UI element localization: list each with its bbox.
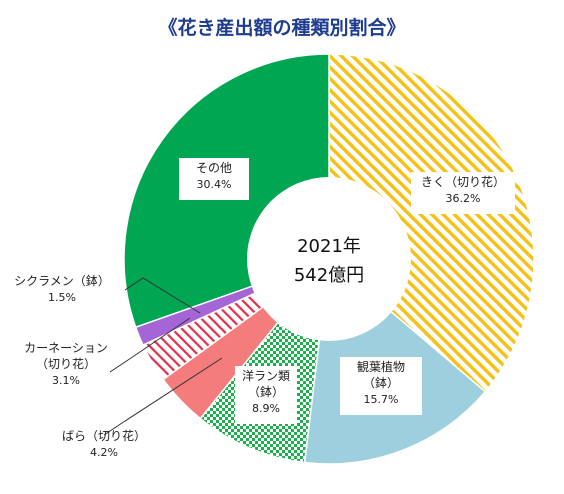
slice-name-5: シクラメン（鉢）	[14, 274, 110, 288]
slice-labels: きく（切り花） 36.2% 観葉植物 （鉢） 15.7% 洋ラン類 （鉢） 8.9% ばら（切り…	[14, 158, 515, 459]
slice-name-3: ばら（切り花）	[62, 428, 146, 443]
slice-percent-1: 15.7%	[364, 393, 399, 406]
label-box-6	[179, 158, 249, 200]
slice-name-2: 洋ラン類	[242, 368, 290, 383]
slice-percent-6: 30.4%	[197, 178, 232, 191]
leader-lines	[103, 277, 223, 436]
slice-percent-0: 36.2%	[446, 192, 481, 205]
slice-name-1: （鉢）	[363, 376, 399, 390]
center-total: 542億円	[294, 265, 364, 286]
center-year: 2021年	[297, 236, 361, 257]
leader-line-4	[109, 317, 191, 373]
slice-name-4: カーネーション	[24, 341, 108, 355]
chart-title: 《花き産出額の種類別割合》	[158, 16, 405, 39]
label-box-2	[235, 366, 297, 424]
slice-name-1: 観葉植物	[357, 359, 405, 374]
label-box-1	[340, 357, 422, 415]
slice-name-0: きく（切り花）	[421, 174, 505, 189]
leader-line-5	[124, 277, 201, 314]
slice-percent-4: 3.1%	[52, 374, 80, 387]
slice-percent-3: 4.2%	[90, 446, 118, 459]
slice-percent-2: 8.9%	[252, 402, 280, 415]
slice-name-2: （鉢）	[248, 385, 284, 399]
leader-line-3	[103, 357, 223, 436]
slice-name-6: その他	[196, 161, 232, 175]
slice-percent-5: 1.5%	[48, 291, 76, 304]
slice-name-4: （切り花）	[36, 356, 96, 371]
donut-hole	[247, 177, 411, 341]
label-box-0	[411, 172, 515, 214]
slice-0	[328, 53, 535, 393]
